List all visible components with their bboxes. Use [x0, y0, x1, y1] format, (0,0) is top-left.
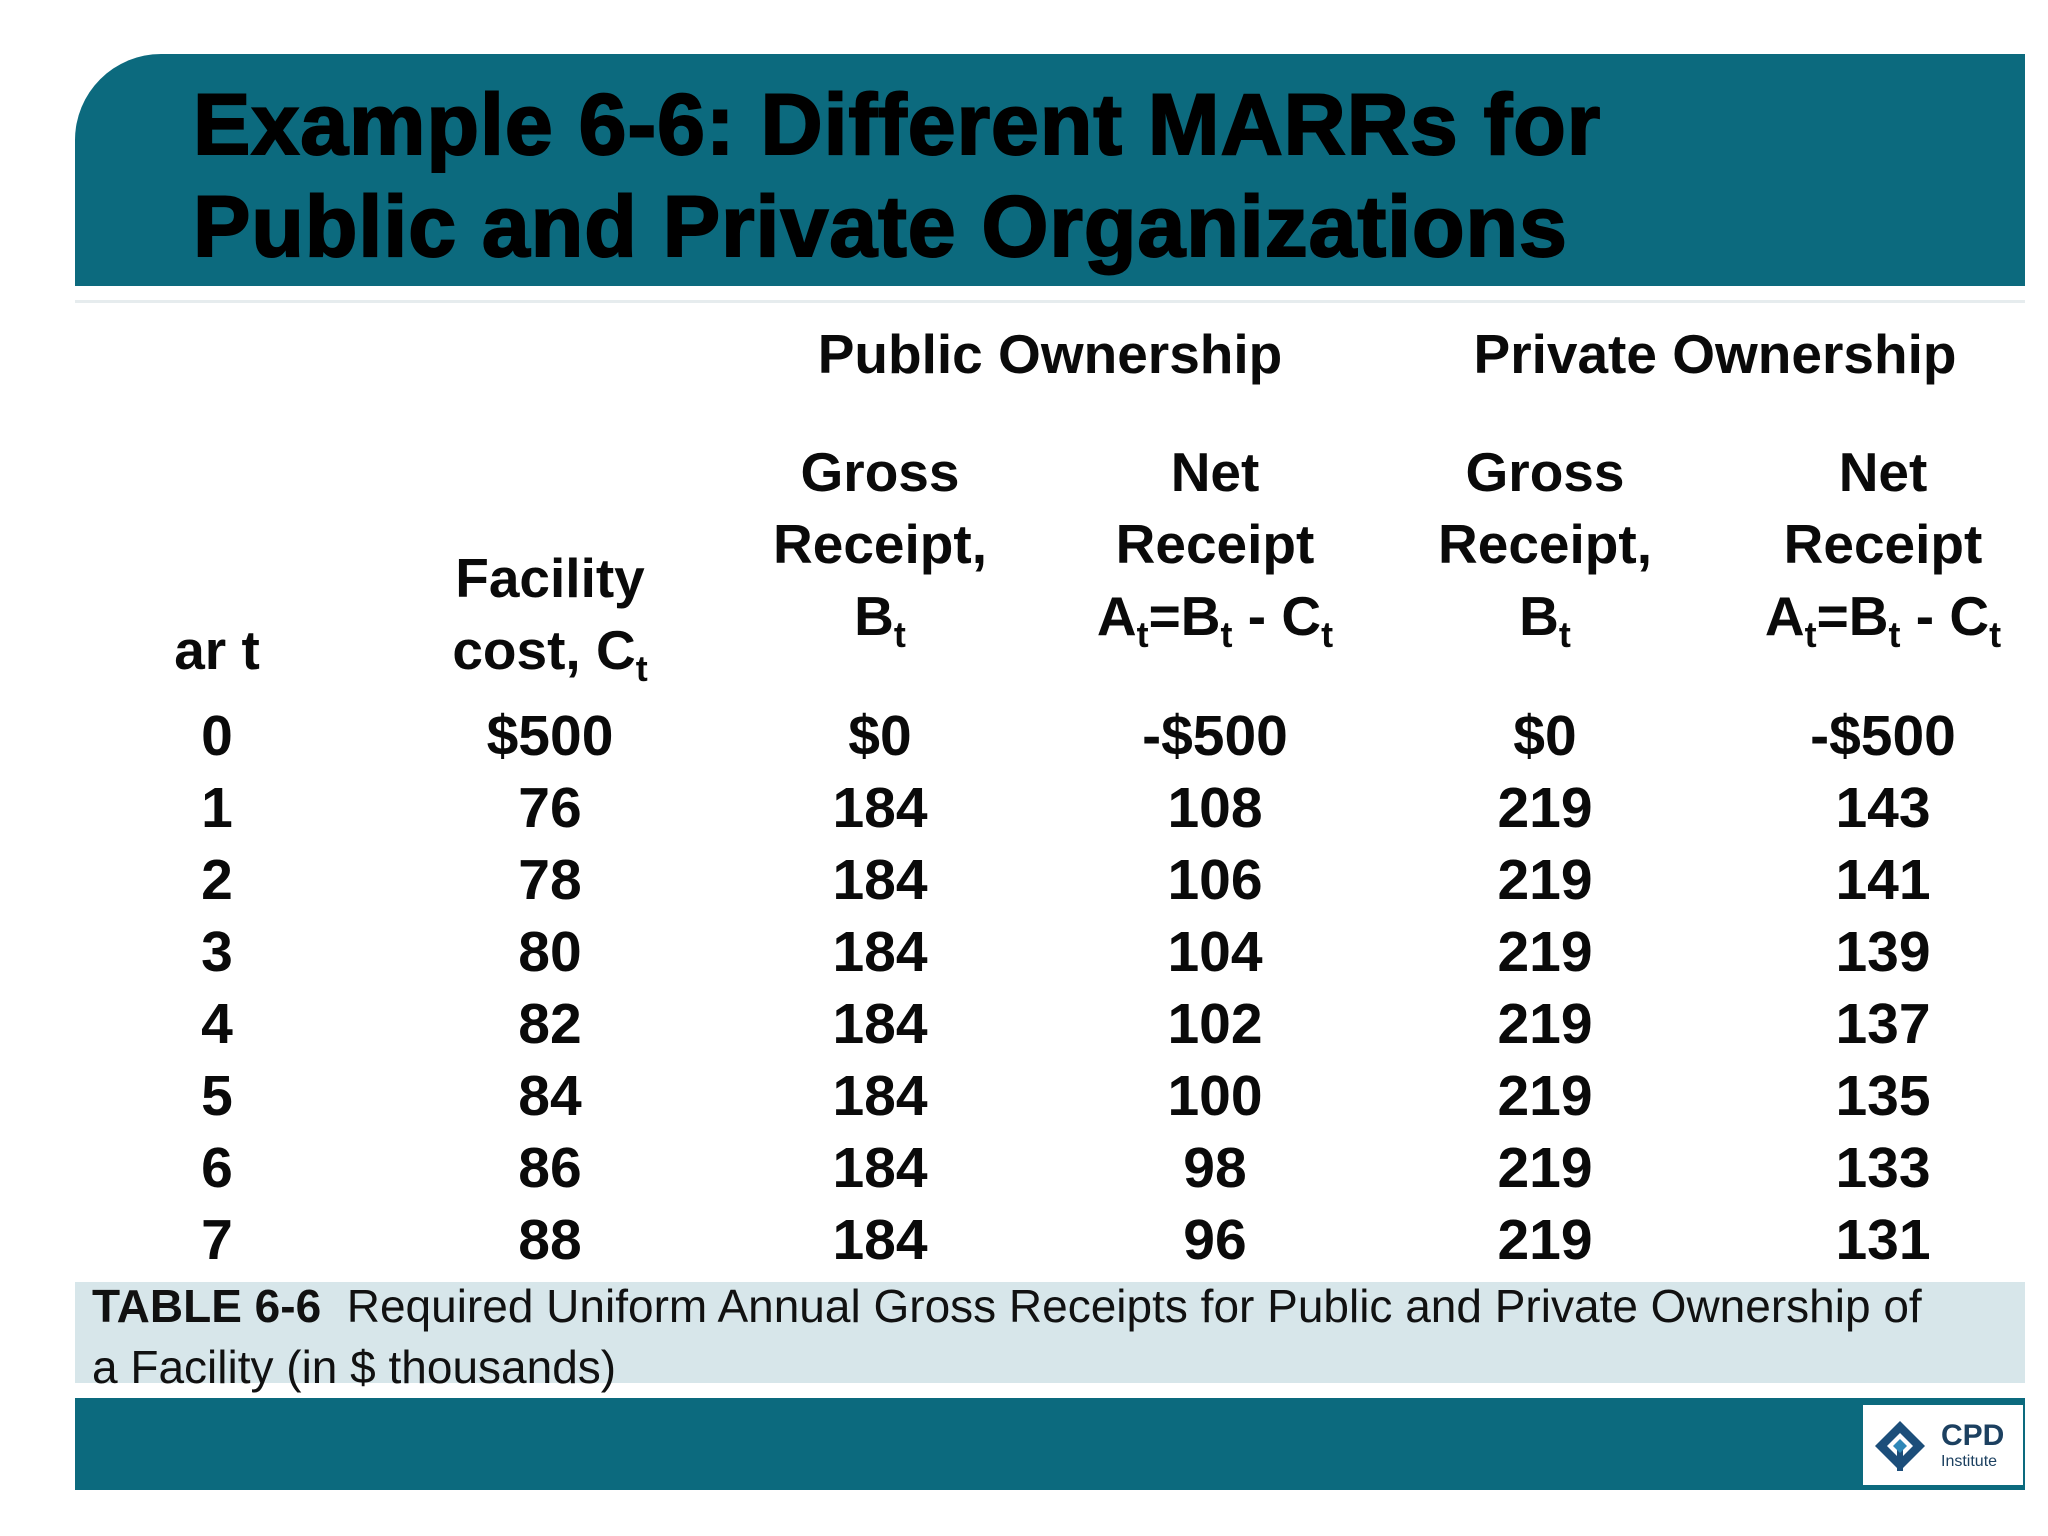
table-cell: 3: [201, 920, 233, 984]
table-cell: 184: [832, 1136, 928, 1200]
divider: [75, 300, 2025, 303]
private-net-header-line-2: Receipt: [1783, 513, 1983, 575]
table-cell: 141: [1835, 848, 1931, 912]
public-gross-header-line-2: Receipt,: [773, 513, 987, 575]
public-net-receipt-column: -$500 108 106 104 102 100 98 96: [1060, 700, 1370, 1276]
table-cell: 102: [1167, 992, 1263, 1056]
table-cell: $0: [848, 704, 912, 768]
table-cell: 184: [832, 848, 928, 912]
year-header-label: ar t: [174, 619, 260, 681]
footer-banner: [75, 1398, 2025, 1490]
table-cell: 84: [518, 1064, 582, 1128]
table-cell: 131: [1835, 1208, 1931, 1272]
public-net-header-line-3: At=Bt - Ct: [1096, 585, 1334, 655]
table-cell: 219: [1497, 1208, 1593, 1272]
table-cell: 184: [832, 992, 928, 1056]
facility-cost-header-line-1: Facility: [455, 547, 645, 609]
table-cell: 0: [201, 704, 233, 768]
table-cell: 80: [518, 920, 582, 984]
table-cell: 219: [1497, 776, 1593, 840]
private-gross-header-line-3: Bt: [1519, 585, 1571, 655]
table-cell: 4: [201, 992, 233, 1056]
private-net-header-line-3: At=Bt - Ct: [1764, 585, 2002, 655]
table-cell: 78: [518, 848, 582, 912]
table-cell: 96: [1183, 1208, 1247, 1272]
table-cell: $0: [1513, 704, 1577, 768]
table-cell: 7: [201, 1208, 233, 1272]
logo-name: CPD: [1941, 1419, 2005, 1452]
public-gross-header-line-3: Bt: [854, 585, 906, 655]
public-net-receipt-header: Net Receipt At=Bt - Ct: [1060, 436, 1370, 655]
slide-title-line-1: Example 6-6: Different MARRs for: [192, 76, 1602, 174]
public-gross-header-line-1: Gross: [800, 441, 960, 503]
title-banner: [75, 54, 2025, 286]
facility-cost-header-line-2: cost, Ct: [452, 619, 648, 689]
table-cell: 184: [832, 776, 928, 840]
table-cell: 219: [1497, 920, 1593, 984]
table-cell: 219: [1497, 848, 1593, 912]
table-cell: 76: [518, 776, 582, 840]
table-cell: 86: [518, 1136, 582, 1200]
public-gross-receipt-column: $0 184 184 184 184 184 184 184: [730, 700, 1030, 1276]
table-cell: 104: [1167, 920, 1263, 984]
table-cell: -$500: [1810, 704, 1956, 768]
table-cell: $500: [486, 704, 614, 768]
slide-title-line-2: Public and Private Organizations: [192, 178, 1568, 276]
year-column: 0 1 2 3 4 5 6 7: [140, 700, 294, 1276]
caption-label: TABLE 6-6: [92, 1280, 322, 1332]
table-cell: 1: [201, 776, 233, 840]
private-gross-receipt-header: Gross Receipt, Bt: [1395, 436, 1695, 655]
table-cell: 184: [832, 1064, 928, 1128]
table-caption: TABLE 6-6 Required Uniform Annual Gross …: [92, 1276, 1952, 1398]
table-cell: 184: [832, 1208, 928, 1272]
private-net-header-line-1: Net: [1838, 441, 1928, 503]
cpd-logo-icon: [1875, 1421, 1925, 1471]
public-gross-receipt-header: Gross Receipt, Bt: [730, 436, 1030, 655]
table-cell: 137: [1835, 992, 1931, 1056]
private-ownership-heading: Private Ownership: [1473, 323, 1957, 385]
table-cell: -$500: [1142, 704, 1288, 768]
private-gross-header-line-2: Receipt,: [1438, 513, 1652, 575]
private-gross-header-line-1: Gross: [1465, 441, 1625, 503]
table-cell: 5: [201, 1064, 233, 1128]
facility-cost-column: $500 76 78 80 82 84 86 88: [400, 700, 700, 1276]
table-cell: 82: [518, 992, 582, 1056]
table-cell: 98: [1183, 1136, 1247, 1200]
table-cell: 219: [1497, 1136, 1593, 1200]
table-cell: 108: [1167, 776, 1263, 840]
caption-text: Required Uniform Annual Gross Receipts f…: [92, 1280, 1935, 1393]
caption-background: [75, 1282, 2025, 1383]
private-gross-receipt-column: $0 219 219 219 219 219 219 219: [1395, 700, 1695, 1276]
slide-title: Example 6-6: Different MARRs for Public …: [192, 74, 1602, 278]
private-net-receipt-header: Net Receipt At=Bt - Ct: [1728, 436, 2038, 655]
table-cell: 100: [1167, 1064, 1263, 1128]
facility-cost-header: Facility cost, Ct: [400, 542, 700, 689]
public-ownership-heading: Public Ownership: [817, 323, 1283, 385]
public-net-header-line-2: Receipt: [1115, 513, 1315, 575]
table-cell: 139: [1835, 920, 1931, 984]
year-header: ar t: [140, 614, 294, 686]
cpd-logo: CPD Institute: [1863, 1405, 2023, 1485]
table-cell: 106: [1167, 848, 1263, 912]
table-cell: 219: [1497, 992, 1593, 1056]
table-cell: 184: [832, 920, 928, 984]
table-cell: 219: [1497, 1064, 1593, 1128]
table-cell: 133: [1835, 1136, 1931, 1200]
private-net-receipt-column: -$500 143 141 139 137 135 133 131: [1728, 700, 2038, 1276]
table-cell: 88: [518, 1208, 582, 1272]
logo-subtitle: Institute: [1941, 1453, 1998, 1470]
table-cell: 135: [1835, 1064, 1931, 1128]
table-cell: 143: [1835, 776, 1931, 840]
public-net-header-line-1: Net: [1170, 441, 1260, 503]
table-cell: 6: [201, 1136, 233, 1200]
table-cell: 2: [201, 848, 233, 912]
